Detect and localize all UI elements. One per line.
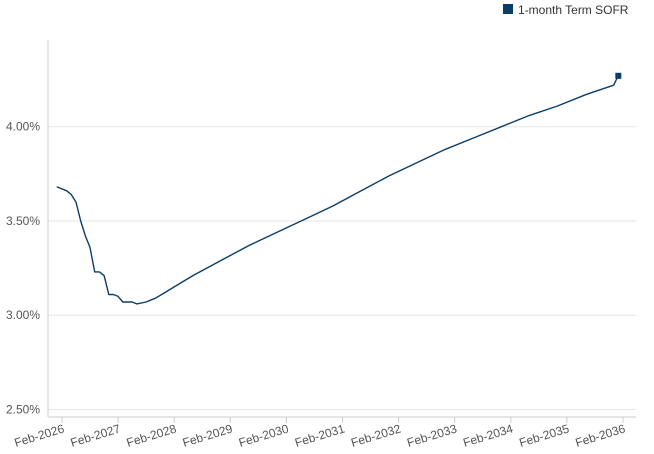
- series-end-marker: [615, 72, 622, 79]
- x-tick-label: Feb-2031: [293, 421, 347, 450]
- x-tick-label: Feb-2030: [237, 421, 291, 450]
- x-tick-label: Feb-2032: [349, 421, 403, 450]
- legend-label[interactable]: 1-month Term SOFR: [518, 3, 629, 17]
- x-tick-label: Feb-2033: [405, 421, 459, 450]
- x-tick-label: Feb-2027: [69, 421, 123, 450]
- x-tick-label: Feb-2035: [518, 421, 572, 450]
- series-line-1-month-term-sofr: [56, 75, 619, 305]
- x-tick-label: Feb-2029: [181, 421, 235, 450]
- x-tick-label: Feb-2028: [125, 421, 179, 450]
- x-tick-label: Feb-2034: [461, 421, 515, 450]
- y-tick-label: 2.50%: [6, 402, 40, 416]
- legend[interactable]: 1-month Term SOFR: [503, 3, 629, 17]
- axes: 2.50%3.00%3.50%4.00%Feb-2026 Feb-2027 Feb-…: [6, 40, 636, 450]
- gridlines: [48, 126, 636, 410]
- y-tick-label: 3.50%: [6, 214, 40, 228]
- y-tick-label: 4.00%: [6, 120, 40, 134]
- series-layer: [56, 72, 622, 305]
- y-tick-label: 3.00%: [6, 308, 40, 322]
- x-tick-label: Feb-2026: [13, 421, 67, 450]
- x-tick-label: Feb-2036: [574, 421, 628, 450]
- legend-swatch[interactable]: [503, 4, 513, 14]
